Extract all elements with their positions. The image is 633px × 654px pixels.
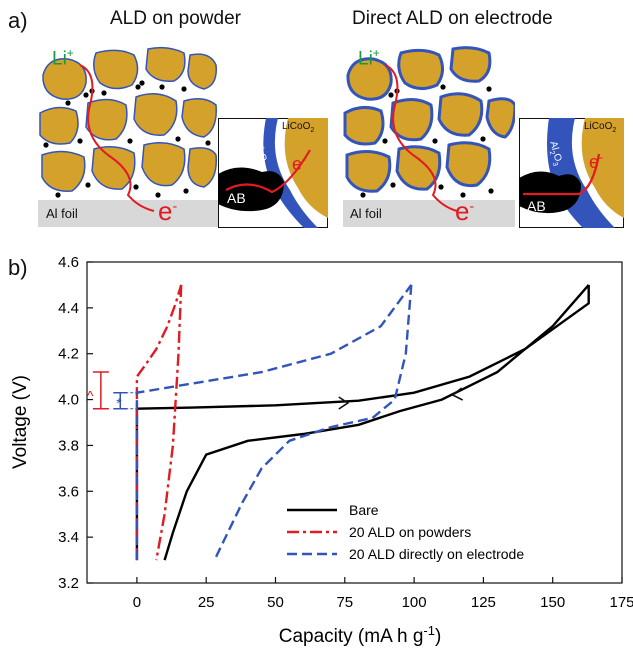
x-tick-label: 125 — [471, 594, 496, 611]
al-foil-label-right: Al foil — [350, 206, 382, 221]
left-electrode-schematic — [38, 45, 218, 227]
bracket-guide — [120, 392, 137, 410]
electron-inset-left: e- — [292, 152, 307, 174]
ab-label-right: AB — [527, 198, 546, 214]
x-tick-label: 50 — [267, 594, 284, 611]
carbon-particles — [43, 80, 211, 198]
x-tick-label: 75 — [336, 594, 353, 611]
series-line-1-charge — [135, 284, 183, 561]
charge-direction-arrow — [338, 396, 350, 410]
legend-label: 20 ALD directly on electrode — [349, 546, 524, 562]
right-title: Direct ALD on electrode — [352, 8, 553, 29]
electron-label-right: e- — [455, 196, 475, 226]
right-zoom-inset — [519, 118, 624, 228]
electrode-overpotential-bracket — [113, 391, 128, 410]
series-line-0-discharge — [163, 284, 590, 561]
electron-path — [79, 64, 155, 212]
licoo2-label-right: LiCoO2 — [584, 121, 617, 134]
ab-label-left: AB — [227, 190, 246, 206]
x-tick-label: 150 — [540, 594, 565, 611]
y-tick-label: 4.2 — [58, 346, 79, 363]
legend-label: 20 ALD on powders — [349, 524, 471, 540]
active-particles — [39, 46, 217, 192]
al-foil-label-left: Al foil — [46, 206, 78, 221]
y-tick-label: 4.0 — [58, 392, 79, 409]
right-electrode-schematic — [343, 45, 515, 227]
li-ion-label-right: Li+ — [358, 46, 380, 70]
x-tick-label: 100 — [402, 594, 427, 611]
voltage-capacity-chart: 0 25 50 75 100 125 150 175 3.2 3.4 3.6 3.8 4.0 4.2 4.4… — [10, 254, 633, 647]
legend-label: Bare — [349, 502, 379, 518]
licoo2-label-left: LiCoO2 — [282, 121, 315, 134]
x-axis-label: Capacity (mA h g-1) — [279, 623, 442, 647]
series-line-0-charge — [135, 284, 590, 561]
caret-annotation: ^ — [87, 388, 94, 404]
panel-a-label: a) — [8, 8, 28, 33]
li-ion-label-left: Li+ — [52, 46, 74, 70]
electron-label-left: e- — [158, 196, 178, 226]
series-line-2-charge — [135, 284, 413, 561]
panel-b-label: b) — [8, 255, 28, 280]
al-foil-layer — [38, 200, 218, 227]
left-title: ALD on powder — [110, 8, 241, 29]
x-tick-label: 0 — [133, 594, 141, 611]
electron-inset-right: e- — [589, 150, 604, 172]
y-axis-label: Voltage (V) — [10, 375, 31, 469]
y-tick-label: 4.6 — [58, 254, 79, 271]
left-zoom-inset — [218, 118, 328, 228]
star-annotation: * — [116, 395, 122, 411]
y-tick-label: 3.4 — [58, 529, 79, 546]
powder-overpotential-bracket — [92, 371, 109, 410]
plot-frame — [86, 261, 623, 584]
y-tick-label: 3.2 — [58, 575, 79, 592]
y-tick-label: 3.8 — [58, 437, 79, 454]
x-tick-label: 175 — [609, 594, 633, 611]
y-tick-label: 4.4 — [58, 300, 79, 317]
series-line-2-discharge — [213, 284, 413, 561]
y-tick-label: 3.6 — [58, 483, 79, 500]
discharge-direction-arrow — [451, 387, 464, 401]
x-tick-label: 25 — [198, 594, 215, 611]
